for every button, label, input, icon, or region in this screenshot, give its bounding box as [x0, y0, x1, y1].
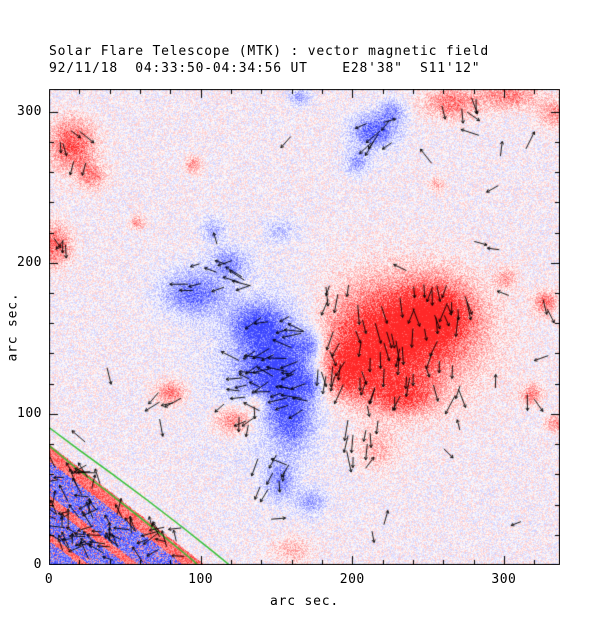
figure-subtitle: 92/11/18 04:33:50-04:34:56 UT E28'38" S1… [49, 61, 481, 76]
vector-magnetogram-canvas [49, 89, 560, 565]
x-axis-label: arc sec. [269, 594, 339, 609]
y-tick-label: 300 [17, 103, 42, 119]
x-tick-label: 0 [44, 572, 54, 587]
y-axis-label: arc sec. [5, 292, 21, 362]
x-tick-label: 300 [491, 572, 517, 587]
y-tick-label: 0 [33, 557, 42, 572]
y-tick-label: 100 [17, 405, 42, 421]
x-tick-label: 200 [339, 572, 365, 587]
figure-title: Solar Flare Telescope (MTK) : vector mag… [49, 44, 489, 59]
x-tick-label: 100 [188, 572, 214, 587]
y-tick-label: 200 [17, 254, 42, 270]
